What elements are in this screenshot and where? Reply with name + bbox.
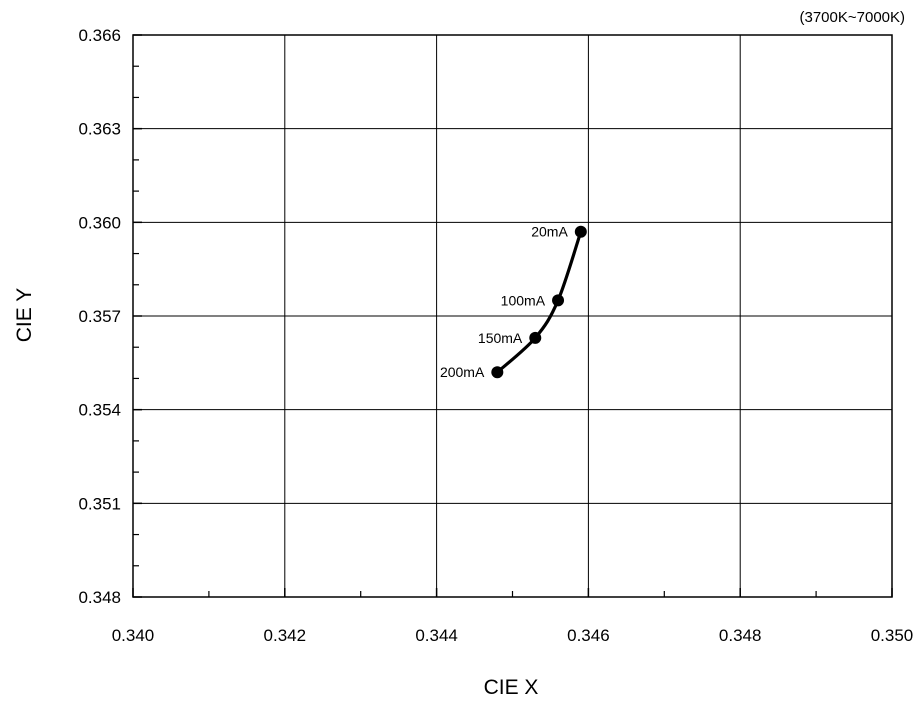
range-note: (3700K~7000K) [800,9,906,26]
x-tick-label: 0.350 [871,626,914,645]
data-point [491,366,504,379]
data-point [529,331,542,344]
point-labels: 20mA 100mA 150mA 200mA [440,224,569,381]
plot-frame [132,34,893,598]
point-label: 100mA [501,292,546,308]
y-tick-label: 0.363 [78,120,121,139]
x-tick-label: 0.344 [415,626,458,645]
y-axis-title: CIE Y [13,288,36,342]
data-points [491,225,587,379]
data-point [552,294,565,307]
point-label: 200mA [440,364,485,380]
x-axis-title: CIE X [484,676,539,699]
y-tick-label: 0.357 [78,307,121,326]
grid-lines [132,34,893,598]
series-line [495,230,583,374]
data-point [574,225,587,238]
y-tick-label: 0.366 [78,26,121,45]
x-tick-label: 0.340 [112,626,155,645]
y-tick-label: 0.351 [78,494,121,513]
x-tick-label: 0.348 [719,626,762,645]
y-tick-labels: 0.348 0.351 0.354 0.357 0.360 0.363 0.366 [78,26,121,607]
point-label: 20mA [531,224,568,240]
x-tick-labels: 0.340 0.342 0.344 0.346 0.348 0.350 [112,626,914,645]
y-tick-label: 0.348 [78,588,121,607]
x-tick-label: 0.346 [567,626,610,645]
y-tick-label: 0.360 [78,213,121,232]
y-tick-label: 0.354 [78,401,121,420]
x-tick-label: 0.342 [264,626,307,645]
point-label: 150mA [478,330,523,346]
